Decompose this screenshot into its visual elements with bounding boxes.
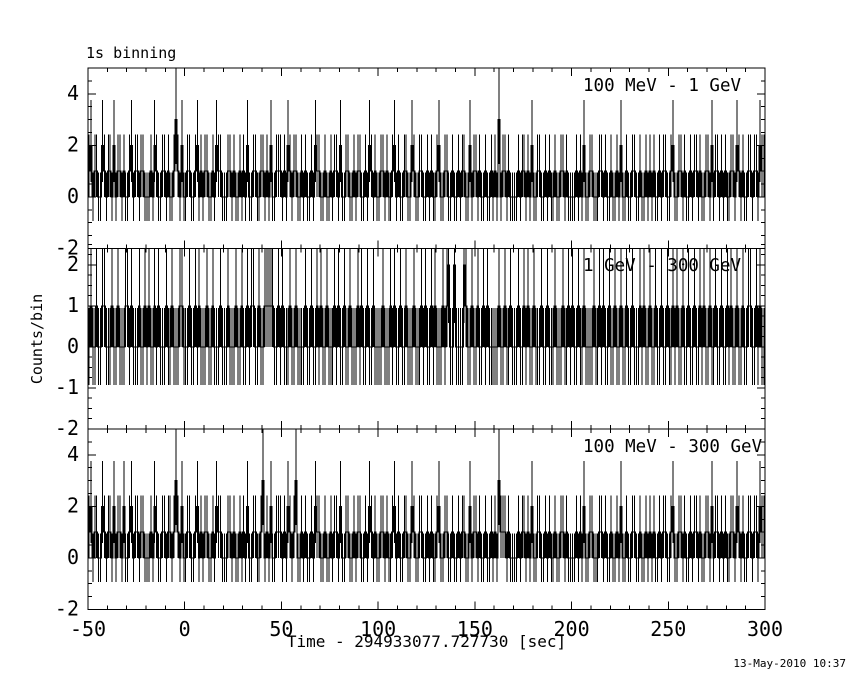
datestamp: 13-May-2010 10:37 bbox=[733, 657, 846, 670]
axis-ticks bbox=[87, 428, 766, 610]
x-tick-label: 0 bbox=[179, 617, 191, 641]
y-tick-label: -2 bbox=[55, 597, 79, 621]
y-tick-label: 2 bbox=[67, 252, 79, 276]
y-tick-label: 0 bbox=[67, 334, 79, 358]
panel-0: -2 0 2 4 bbox=[55, 67, 766, 260]
x-tick-label: 50 bbox=[269, 617, 293, 641]
x-axis-label: Time - 294933077.727730 [sec] bbox=[286, 632, 567, 651]
x-tick-label: 200 bbox=[554, 617, 590, 641]
y-tick-label: -2 bbox=[55, 416, 79, 440]
histogram-steps bbox=[88, 119, 765, 198]
histogram-steps bbox=[88, 480, 765, 559]
y-axis-label: Counts/bin bbox=[28, 293, 46, 385]
x-tick-label: 100 bbox=[360, 617, 396, 641]
panel-1-energy-label: 100 MeV - 1 GeV bbox=[583, 76, 742, 96]
y-tick-label: -2 bbox=[55, 236, 79, 260]
axis-ticks bbox=[87, 67, 766, 249]
histogram-steps bbox=[88, 264, 765, 348]
y-tick-label: 2 bbox=[67, 493, 79, 517]
y-tick-label: 1 bbox=[67, 293, 79, 317]
y-tick-label: 0 bbox=[67, 545, 79, 569]
panel-2-energy-label: 1 GeV - 300 GeV bbox=[583, 256, 742, 276]
figure-title: 1s binning bbox=[86, 44, 177, 62]
y-tick-label: 0 bbox=[67, 184, 79, 208]
y-tick-label: 2 bbox=[67, 132, 79, 156]
x-tick-label: 300 bbox=[747, 617, 783, 641]
y-tick-label: 4 bbox=[67, 442, 79, 466]
x-tick-label: 250 bbox=[650, 617, 686, 641]
x-tick-label: 150 bbox=[457, 617, 493, 641]
panel-2: -2 0 2 4 bbox=[55, 428, 766, 621]
y-tick-label: -1 bbox=[55, 375, 79, 399]
y-tick-label: 4 bbox=[67, 81, 79, 105]
panel-3-energy-label: 100 MeV - 300 GeV bbox=[583, 437, 763, 457]
x-tick-label: -50 bbox=[70, 617, 106, 641]
